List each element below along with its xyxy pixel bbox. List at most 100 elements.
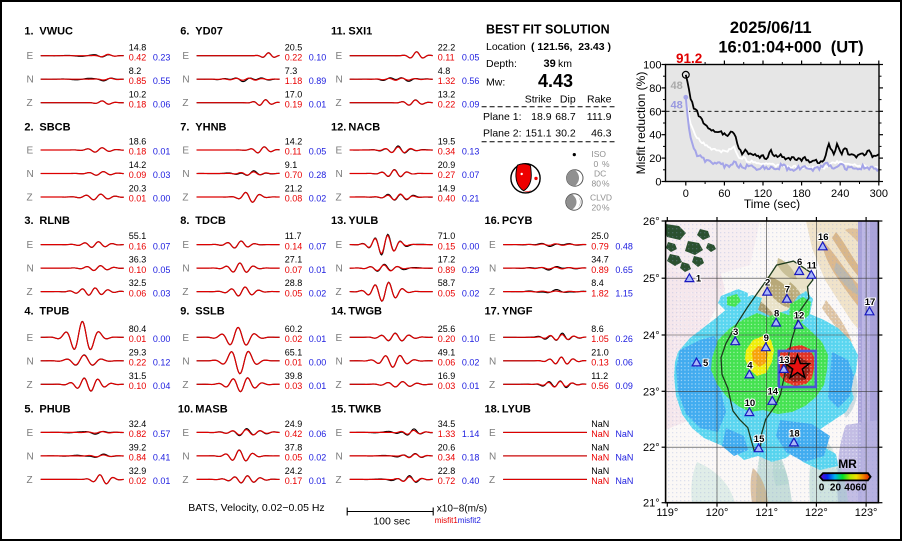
svg-text:0.40: 0.40 bbox=[438, 194, 456, 204]
svg-text:N: N bbox=[336, 451, 343, 462]
svg-text:E: E bbox=[182, 333, 189, 344]
svg-text:0.29: 0.29 bbox=[462, 265, 480, 275]
svg-text:48: 48 bbox=[671, 80, 683, 92]
svg-text:11: 11 bbox=[807, 261, 818, 272]
svg-text:14.2: 14.2 bbox=[129, 160, 147, 170]
svg-text:0.08: 0.08 bbox=[285, 194, 303, 204]
svg-text:11.2: 11.2 bbox=[591, 371, 608, 381]
svg-text:14.2: 14.2 bbox=[285, 137, 303, 147]
svg-text:0.16: 0.16 bbox=[129, 241, 147, 251]
svg-text:7.3: 7.3 bbox=[285, 66, 298, 76]
svg-text:0.09: 0.09 bbox=[615, 381, 633, 391]
svg-text:49.1: 49.1 bbox=[438, 347, 456, 357]
svg-text:0.03: 0.03 bbox=[438, 381, 456, 391]
svg-text:12: 12 bbox=[794, 311, 805, 322]
svg-text:15: 15 bbox=[754, 434, 765, 445]
svg-text:0.13: 0.13 bbox=[462, 147, 480, 157]
svg-text:8.4: 8.4 bbox=[591, 278, 604, 288]
svg-text:37.8: 37.8 bbox=[285, 443, 303, 453]
svg-text:0.10: 0.10 bbox=[462, 334, 480, 344]
svg-text:E: E bbox=[489, 333, 496, 344]
svg-text:NaN: NaN bbox=[591, 466, 609, 476]
svg-text:0.02: 0.02 bbox=[129, 476, 147, 486]
svg-text:300: 300 bbox=[870, 188, 888, 200]
svg-text:7: 7 bbox=[785, 285, 790, 296]
svg-text:36.3: 36.3 bbox=[129, 255, 147, 265]
svg-text:0.22: 0.22 bbox=[129, 358, 147, 368]
svg-text:9: 9 bbox=[764, 333, 769, 344]
svg-text:120°: 120° bbox=[706, 507, 729, 519]
svg-text:18: 18 bbox=[789, 428, 800, 439]
svg-text:151.1: 151.1 bbox=[525, 128, 551, 140]
svg-text:Z: Z bbox=[336, 380, 342, 391]
svg-text:10: 10 bbox=[745, 398, 756, 409]
svg-text:12.: 12. bbox=[331, 122, 346, 134]
svg-text:Z: Z bbox=[27, 98, 33, 109]
svg-text:E: E bbox=[336, 333, 343, 344]
svg-text:0: 0 bbox=[683, 188, 689, 200]
svg-text:21.2: 21.2 bbox=[285, 184, 303, 194]
svg-text:Z: Z bbox=[27, 380, 33, 391]
svg-text:8.6: 8.6 bbox=[591, 324, 604, 334]
svg-text:3: 3 bbox=[733, 327, 738, 338]
svg-text:0.02: 0.02 bbox=[309, 288, 327, 298]
svg-text:E: E bbox=[182, 146, 189, 157]
svg-text:0.10: 0.10 bbox=[129, 381, 147, 391]
svg-text:0.04: 0.04 bbox=[153, 381, 171, 391]
svg-text:0.89: 0.89 bbox=[438, 265, 456, 275]
svg-text:13.2: 13.2 bbox=[438, 89, 456, 99]
svg-text:km: km bbox=[558, 58, 572, 70]
svg-text:4.: 4. bbox=[24, 306, 33, 318]
svg-text:0.20: 0.20 bbox=[438, 334, 456, 344]
svg-text:1.: 1. bbox=[24, 26, 33, 38]
svg-text:NaN: NaN bbox=[591, 429, 609, 439]
svg-text:0.00: 0.00 bbox=[153, 194, 171, 204]
svg-text:0.26: 0.26 bbox=[615, 334, 633, 344]
svg-text:16.9: 16.9 bbox=[438, 371, 456, 381]
svg-text:0.13: 0.13 bbox=[591, 358, 609, 368]
svg-text:0.40: 0.40 bbox=[462, 476, 480, 486]
svg-text:0.05: 0.05 bbox=[309, 147, 327, 157]
svg-text:Rake: Rake bbox=[587, 94, 612, 106]
svg-text:DC: DC bbox=[594, 169, 606, 179]
svg-text:29.3: 29.3 bbox=[129, 347, 147, 357]
svg-text:0.42: 0.42 bbox=[129, 52, 147, 62]
svg-text:1.15: 1.15 bbox=[615, 288, 633, 298]
svg-text:0.65: 0.65 bbox=[615, 265, 633, 275]
svg-text:91.2: 91.2 bbox=[676, 51, 702, 66]
svg-text:22°: 22° bbox=[643, 442, 660, 454]
svg-text:YULB: YULB bbox=[348, 215, 378, 227]
svg-text:21.0: 21.0 bbox=[591, 347, 609, 357]
svg-text:8.: 8. bbox=[180, 215, 189, 227]
svg-text:122°: 122° bbox=[805, 507, 828, 519]
svg-text:N: N bbox=[27, 75, 34, 86]
svg-text:14.9: 14.9 bbox=[438, 184, 456, 194]
svg-text:NaN: NaN bbox=[615, 453, 633, 463]
svg-text:0.82: 0.82 bbox=[129, 429, 147, 439]
svg-text:Z: Z bbox=[182, 287, 188, 298]
svg-text:Z: Z bbox=[182, 475, 188, 486]
svg-text:Z: Z bbox=[27, 193, 33, 204]
svg-text:180: 180 bbox=[792, 188, 810, 200]
svg-text:0.17: 0.17 bbox=[285, 476, 303, 486]
svg-text:N: N bbox=[182, 451, 189, 462]
svg-text:20: 20 bbox=[649, 153, 661, 165]
svg-text:Z: Z bbox=[336, 475, 342, 486]
svg-text:0.02: 0.02 bbox=[309, 194, 327, 204]
svg-text:17.2: 17.2 bbox=[438, 255, 456, 265]
svg-text:ISO: ISO bbox=[591, 149, 606, 159]
svg-text:0.10: 0.10 bbox=[309, 52, 327, 62]
svg-text:0.11: 0.11 bbox=[285, 147, 302, 157]
svg-text:119°: 119° bbox=[656, 507, 678, 519]
svg-text:E: E bbox=[27, 146, 34, 157]
svg-text:34.5: 34.5 bbox=[438, 419, 456, 429]
svg-text:%: % bbox=[602, 159, 610, 169]
svg-text:71.0: 71.0 bbox=[438, 231, 456, 241]
svg-text:0.84: 0.84 bbox=[129, 453, 147, 463]
svg-text:25.0: 25.0 bbox=[591, 231, 609, 241]
svg-text:NaN: NaN bbox=[591, 443, 609, 453]
svg-text:Location: Location bbox=[486, 41, 526, 53]
svg-text:N: N bbox=[489, 264, 496, 275]
svg-text:23°: 23° bbox=[643, 386, 660, 398]
svg-text:0.41: 0.41 bbox=[153, 453, 171, 463]
